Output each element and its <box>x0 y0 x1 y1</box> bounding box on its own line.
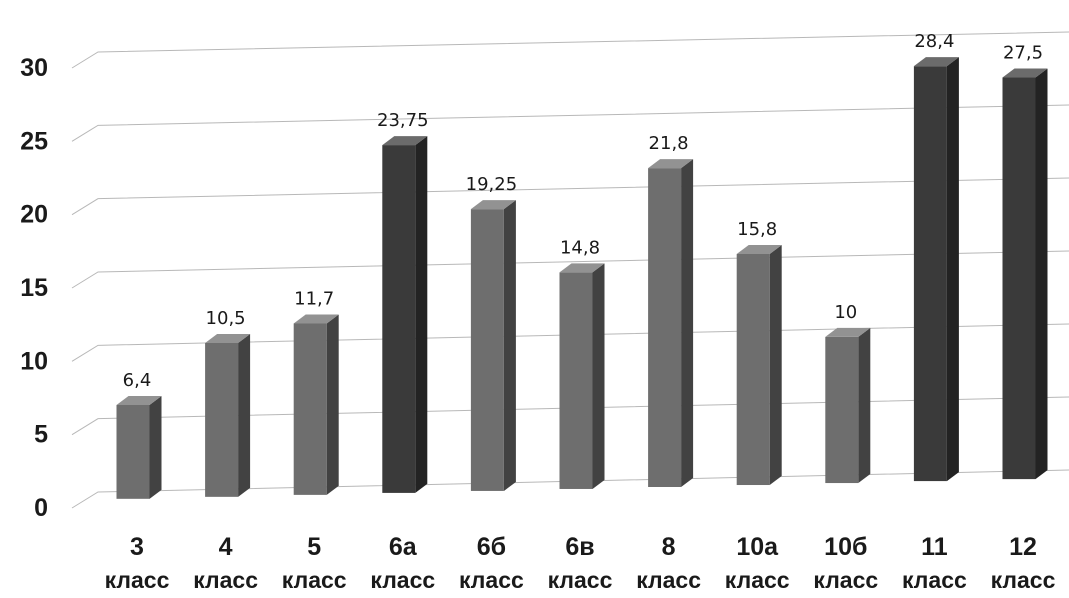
data-label: 28,4 <box>914 31 954 52</box>
bar-top <box>293 314 339 324</box>
bar <box>382 136 428 493</box>
y-tick-label: 0 <box>34 494 48 522</box>
category-label: 3 <box>130 533 144 561</box>
category-label-unit: класс <box>991 567 1056 593</box>
bar-top <box>825 327 871 337</box>
category-label: 10а <box>736 533 779 561</box>
category-label: 6а <box>389 533 418 561</box>
category-label-unit: класс <box>813 567 878 593</box>
category-label: 5 <box>307 533 321 561</box>
gridline <box>71 31 1069 69</box>
bar-top <box>1002 68 1048 78</box>
bar-top <box>648 159 694 169</box>
bar-front <box>205 342 239 497</box>
data-label: 14,8 <box>560 237 600 258</box>
bar <box>293 314 339 495</box>
bar-side <box>946 57 959 482</box>
category-label-unit: класс <box>459 567 524 593</box>
bar-side <box>681 159 694 487</box>
y-tick-label: 10 <box>20 347 48 375</box>
bar-front <box>293 323 327 495</box>
y-tick-label: 20 <box>20 201 48 229</box>
category-label: 10б <box>824 533 867 561</box>
data-label: 11,7 <box>294 288 334 309</box>
bar <box>736 245 782 486</box>
gridlines <box>71 31 1069 509</box>
bar <box>825 327 871 484</box>
bar-front <box>382 145 416 493</box>
bar-top <box>913 57 959 67</box>
bar <box>1002 68 1048 480</box>
data-label: 21,8 <box>649 133 689 154</box>
category-label-unit: класс <box>548 567 613 593</box>
bar-front <box>825 336 859 484</box>
bar-front <box>736 254 770 486</box>
category-label-unit: класс <box>902 567 967 593</box>
bar <box>205 333 251 497</box>
bar-top <box>559 263 605 273</box>
bar-top <box>470 200 516 210</box>
bars <box>116 57 1048 499</box>
bar-side <box>769 245 782 486</box>
bar <box>470 200 516 491</box>
y-axis-ticks: 0 5 10 15 20 25 30 <box>20 54 48 522</box>
bar-side <box>503 200 516 491</box>
data-label: 6,4 <box>123 370 152 391</box>
category-label: 12 <box>1009 533 1037 561</box>
bar-front <box>913 66 947 482</box>
category-label: 4 <box>219 533 233 561</box>
bar-front <box>116 404 150 499</box>
category-label: 11 <box>921 533 948 561</box>
data-label: 27,5 <box>1003 43 1043 64</box>
category-label-unit: класс <box>725 567 790 593</box>
bar-top <box>382 136 428 146</box>
bar-side <box>858 327 871 484</box>
data-labels: 6,4 10,5 11,7 23,75 19,25 14,8 21,8 15,8 10 28,4 2… <box>123 31 1043 391</box>
y-tick-label: 15 <box>20 274 48 302</box>
bar <box>116 395 162 499</box>
category-label-unit: класс <box>370 567 435 593</box>
bar-front <box>648 168 682 487</box>
category-label: 6в <box>565 533 594 561</box>
category-label: 8 <box>662 533 676 561</box>
gridline <box>71 177 1069 216</box>
category-label: 6б <box>477 533 506 561</box>
x-axis-categories: 3 класс 4 класс 5 класс 6а класс 6б класс 6в класс 8… <box>105 533 1056 593</box>
bar-side <box>149 395 162 499</box>
bar-top <box>205 333 251 343</box>
y-tick-label: 30 <box>20 54 48 82</box>
bar-side <box>592 263 605 489</box>
bar-front <box>559 272 593 489</box>
bar <box>913 57 959 482</box>
gridline <box>71 104 1069 142</box>
bar-side <box>326 314 339 495</box>
bar-front <box>470 209 504 491</box>
bar-top <box>736 245 782 255</box>
data-label: 10 <box>834 302 857 323</box>
category-label-unit: класс <box>282 567 347 593</box>
data-label: 15,8 <box>737 219 777 240</box>
category-label-unit: класс <box>636 567 701 593</box>
y-tick-label: 5 <box>34 421 48 449</box>
data-label: 19,25 <box>466 174 518 195</box>
data-label: 10,5 <box>206 308 246 329</box>
bar-side <box>1035 68 1048 480</box>
category-label-unit: класс <box>105 567 170 593</box>
category-label-unit: класс <box>193 567 258 593</box>
bar-side <box>415 136 428 493</box>
bar-front <box>1002 77 1036 480</box>
bar <box>648 159 694 487</box>
bar-top <box>116 395 162 405</box>
bar-side <box>238 333 251 497</box>
data-label: 23,75 <box>377 110 429 131</box>
y-tick-label: 25 <box>20 127 48 155</box>
bar <box>559 263 605 489</box>
